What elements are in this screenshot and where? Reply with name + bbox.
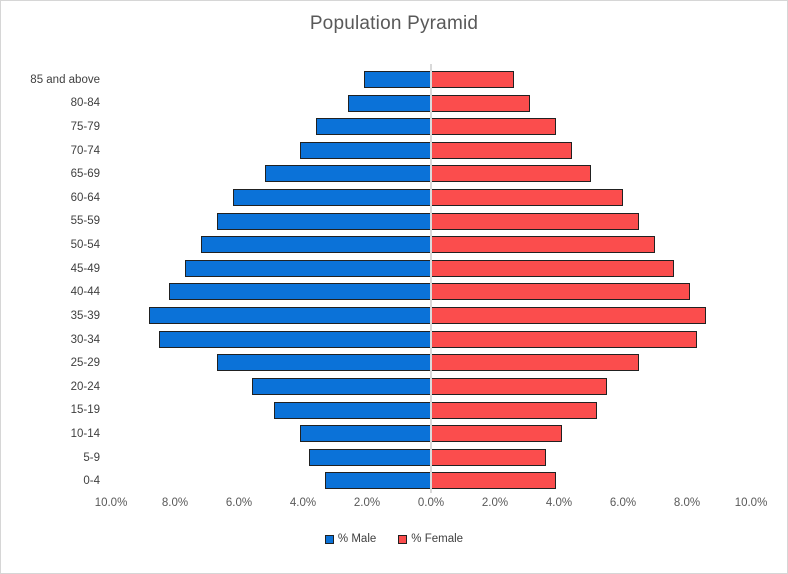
female-bar: [431, 401, 598, 419]
female-bar: [431, 71, 515, 88]
x-axis-tick: 8.0%: [161, 497, 189, 509]
male-bar: [299, 425, 431, 443]
bar-row: [111, 68, 751, 92]
female-bar: [431, 377, 607, 395]
female-bar: [431, 354, 639, 372]
category-label: 35-39: [70, 309, 100, 322]
x-axis-tick: 2.0%: [481, 497, 509, 509]
x-axis-tick: 6.0%: [609, 497, 637, 509]
x-axis-tick: 2.0%: [353, 497, 381, 509]
male-bar: [149, 307, 431, 325]
bar-row: [111, 304, 751, 328]
category-label: 30-34: [70, 333, 100, 346]
center-axis-line: [430, 64, 432, 493]
category-label: 50-54: [70, 239, 100, 252]
bar-row: [111, 375, 751, 399]
bar-row: [111, 328, 751, 352]
category-label: 0-4: [83, 475, 100, 488]
bar-row: [111, 92, 751, 116]
male-bar: [216, 212, 431, 230]
legend-item: % Male: [324, 533, 377, 545]
bar-row: [111, 233, 751, 257]
female-bar: [431, 165, 591, 183]
x-axis-tick: 10.0%: [734, 497, 768, 509]
bar-row: [111, 115, 751, 139]
x-axis-tick: 0.0%: [417, 497, 445, 509]
category-label: 45-49: [70, 262, 100, 275]
bar-row: [111, 186, 751, 210]
category-label: 5-9: [83, 451, 100, 464]
category-label: 60-64: [70, 191, 100, 204]
category-label: 10-14: [70, 427, 100, 440]
bar-row: [111, 162, 751, 186]
female-bar: [431, 236, 655, 254]
male-bar: [251, 377, 431, 395]
bar-row: [111, 422, 751, 446]
category-label: 15-19: [70, 404, 100, 417]
category-label: 55-59: [70, 215, 100, 228]
category-label: 70-74: [70, 144, 100, 157]
x-axis-tick: 4.0%: [289, 497, 317, 509]
female-bar: [431, 94, 531, 112]
bar-row: [111, 139, 751, 163]
female-bar: [431, 472, 556, 490]
bar-row: [111, 280, 751, 304]
female-bar: [431, 425, 563, 443]
female-bar: [431, 330, 697, 348]
category-label: 85 and above: [30, 73, 100, 86]
male-bar: [264, 165, 431, 183]
chart-title: Population Pyramid: [309, 13, 479, 34]
category-label: 20-24: [70, 380, 100, 393]
bar-row: [111, 446, 751, 470]
x-axis-tick-labels: 10.0% 8.0% 6.0% 4.0% 2.0% 0.0% 2.0% 4.0% 6.0% 8.0…: [1, 497, 787, 513]
x-axis-tick: 10.0%: [94, 497, 128, 509]
legend-item: % Female: [398, 533, 463, 545]
female-bar: [431, 283, 691, 301]
female-bar: [431, 259, 675, 277]
female-bar: [431, 212, 639, 230]
plot-area: [111, 64, 751, 493]
x-axis-tick: 4.0%: [545, 497, 573, 509]
legend-label: % Male: [337, 533, 377, 545]
y-axis-category-labels: 85 and above 80-84 75-79 70-74 65-69 60-64 55-…: [1, 68, 102, 493]
bar-row: [111, 399, 751, 423]
legend: % Male % Female: [1, 533, 787, 545]
legend-swatch-icon: [398, 534, 408, 544]
male-bar: [232, 189, 431, 207]
female-bar: [431, 141, 572, 159]
male-bar: [200, 236, 431, 254]
male-bar: [363, 71, 431, 88]
male-bar: [315, 118, 431, 136]
x-axis-tick: 6.0%: [225, 497, 253, 509]
male-bar: [274, 401, 431, 419]
female-bar: [431, 189, 623, 207]
category-label: 65-69: [70, 168, 100, 181]
female-bar: [431, 118, 556, 136]
male-bar: [184, 259, 431, 277]
x-axis-tick: 8.0%: [673, 497, 701, 509]
male-bar: [299, 141, 431, 159]
female-bar: [431, 307, 707, 325]
male-bar: [325, 472, 431, 490]
female-bar: [431, 448, 547, 466]
male-bar: [309, 448, 431, 466]
legend-label: % Female: [411, 533, 464, 545]
bar-row: [111, 469, 751, 493]
bar-row: [111, 351, 751, 375]
bar-row: [111, 257, 751, 281]
male-bar: [347, 94, 431, 112]
bar-row: [111, 210, 751, 234]
category-label: 40-44: [70, 286, 100, 299]
legend-swatch-icon: [324, 534, 334, 544]
category-label: 80-84: [70, 97, 100, 110]
male-bar: [159, 330, 431, 348]
male-bar: [216, 354, 431, 372]
category-label: 25-29: [70, 357, 100, 370]
category-label: 75-79: [70, 121, 100, 134]
male-bar: [168, 283, 431, 301]
